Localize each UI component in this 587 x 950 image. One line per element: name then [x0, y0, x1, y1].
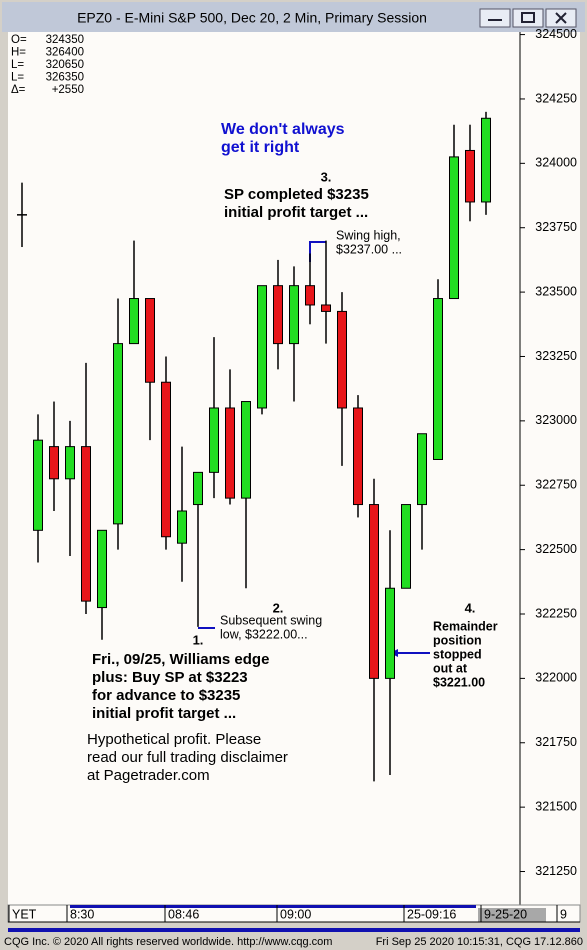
- annotation: Fri., 09/25, Williams edge: [92, 651, 269, 668]
- annotation: at Pagetrader.com: [87, 767, 210, 784]
- x-tick-label: 9: [560, 907, 567, 921]
- x-tick-label: 09:00: [280, 907, 311, 921]
- status-label: O=: [11, 34, 27, 46]
- annotation: SP completed $3235: [224, 186, 369, 203]
- y-tick-label: 323500: [535, 284, 577, 298]
- status-value: 324350: [46, 34, 84, 46]
- candle-body: [273, 285, 283, 345]
- y-tick-label: 321250: [535, 864, 577, 878]
- annotation: Subsequent swing: [220, 613, 322, 627]
- footer-left: CQG Inc. © 2020 All rights reserved worl…: [4, 936, 332, 948]
- candle-body: [177, 510, 187, 544]
- date-box: [478, 908, 546, 922]
- candle-body: [49, 446, 59, 480]
- status-value: 320650: [46, 59, 84, 71]
- annotation: 4.: [465, 600, 476, 615]
- y-tick-label: 322000: [535, 671, 577, 685]
- status-value: 326350: [46, 72, 84, 84]
- maximize-button[interactable]: [512, 8, 544, 28]
- candle-body: [33, 439, 43, 531]
- annotation: $3237.00 ...: [336, 242, 402, 256]
- annotation: Swing high,: [336, 228, 401, 242]
- annotation: 2.: [273, 600, 284, 615]
- candle-body: [65, 446, 75, 480]
- annotation: plus: Buy SP at $3223: [92, 669, 248, 686]
- status-value: 326400: [46, 47, 84, 59]
- annotation: low, $3222.00...: [220, 627, 308, 641]
- x-tick-label: YET: [12, 907, 37, 921]
- x-tick-label: 9-25-20: [484, 907, 527, 921]
- annotation: position: [433, 633, 482, 647]
- annotation: Remainder: [433, 619, 498, 633]
- candle-body: [385, 587, 395, 679]
- candle-body: [81, 446, 91, 602]
- annotation: out at: [433, 661, 468, 675]
- scroll-bar: [8, 928, 580, 932]
- status-label: L=: [11, 59, 24, 71]
- status-value: +2550: [52, 84, 84, 96]
- candle-body: [209, 407, 219, 473]
- candle-body: [353, 407, 363, 506]
- footer-right: Fri Sep 25 2020 10:15:31, CQG 17.12.860: [376, 936, 583, 948]
- y-tick-label: 322750: [535, 478, 577, 492]
- annotation: stopped: [433, 647, 482, 661]
- annotation: initial profit target ...: [92, 705, 236, 722]
- candle-body: [417, 433, 427, 506]
- annotation: We don't always: [221, 121, 345, 138]
- annotation: $3221.00: [433, 675, 485, 689]
- close-icon: [555, 12, 567, 24]
- x-tick-label: 8:30: [70, 907, 94, 921]
- annotation: get it right: [221, 139, 300, 156]
- candle-body: [193, 471, 203, 506]
- x-tick-label: 25-09:16: [407, 907, 456, 921]
- candle-body: [433, 298, 443, 460]
- candle-body: [449, 156, 459, 300]
- status-label: L=: [11, 72, 24, 84]
- y-tick-label: 323000: [535, 413, 577, 427]
- annotation: initial profit target ...: [224, 204, 368, 221]
- y-tick-label: 324000: [535, 156, 577, 170]
- candle-body: [401, 504, 411, 589]
- annotation: 3.: [321, 169, 332, 184]
- candle-body: [337, 310, 347, 409]
- candle-body: [465, 149, 475, 203]
- annotation: read our full trading disclaimer: [87, 749, 288, 766]
- candle-body: [369, 504, 379, 679]
- y-tick-label: 322500: [535, 542, 577, 556]
- candle-body: [129, 298, 139, 345]
- candle-body: [305, 285, 315, 306]
- candle-body: [161, 381, 171, 538]
- candle-body: [289, 285, 299, 345]
- x-tick-label: 08:46: [168, 907, 199, 921]
- candle-body: [225, 407, 235, 499]
- plot-area: [8, 32, 520, 905]
- maximize-icon: [521, 12, 535, 23]
- y-tick-label: 321500: [535, 799, 577, 813]
- candle-body: [113, 343, 123, 525]
- annotation: for advance to $3235: [92, 687, 240, 704]
- status-label: H=: [11, 47, 26, 59]
- y-tick-label: 321750: [535, 735, 577, 749]
- annotation: 1.: [193, 632, 204, 647]
- window-title: EPZ0 - E-Mini S&P 500, Dec 20, 2 Min, Pr…: [77, 10, 427, 26]
- candle-body: [481, 117, 491, 203]
- y-tick-label: 322250: [535, 606, 577, 620]
- session-bar: [70, 905, 476, 908]
- candle-body: [257, 285, 267, 409]
- candle-body: [97, 529, 107, 609]
- y-tick-label: 323750: [535, 220, 577, 234]
- candle-body: [145, 298, 155, 383]
- annotation: Hypothetical profit. Please: [87, 731, 261, 748]
- y-tick-label: 323250: [535, 349, 577, 363]
- candle-body: [241, 401, 251, 499]
- y-axis-area: [520, 32, 580, 905]
- minimize-button[interactable]: [479, 8, 511, 28]
- y-tick-label: 324500: [535, 27, 577, 41]
- status-label: Δ=: [11, 84, 26, 96]
- candle-body: [321, 304, 331, 312]
- y-tick-label: 324250: [535, 91, 577, 105]
